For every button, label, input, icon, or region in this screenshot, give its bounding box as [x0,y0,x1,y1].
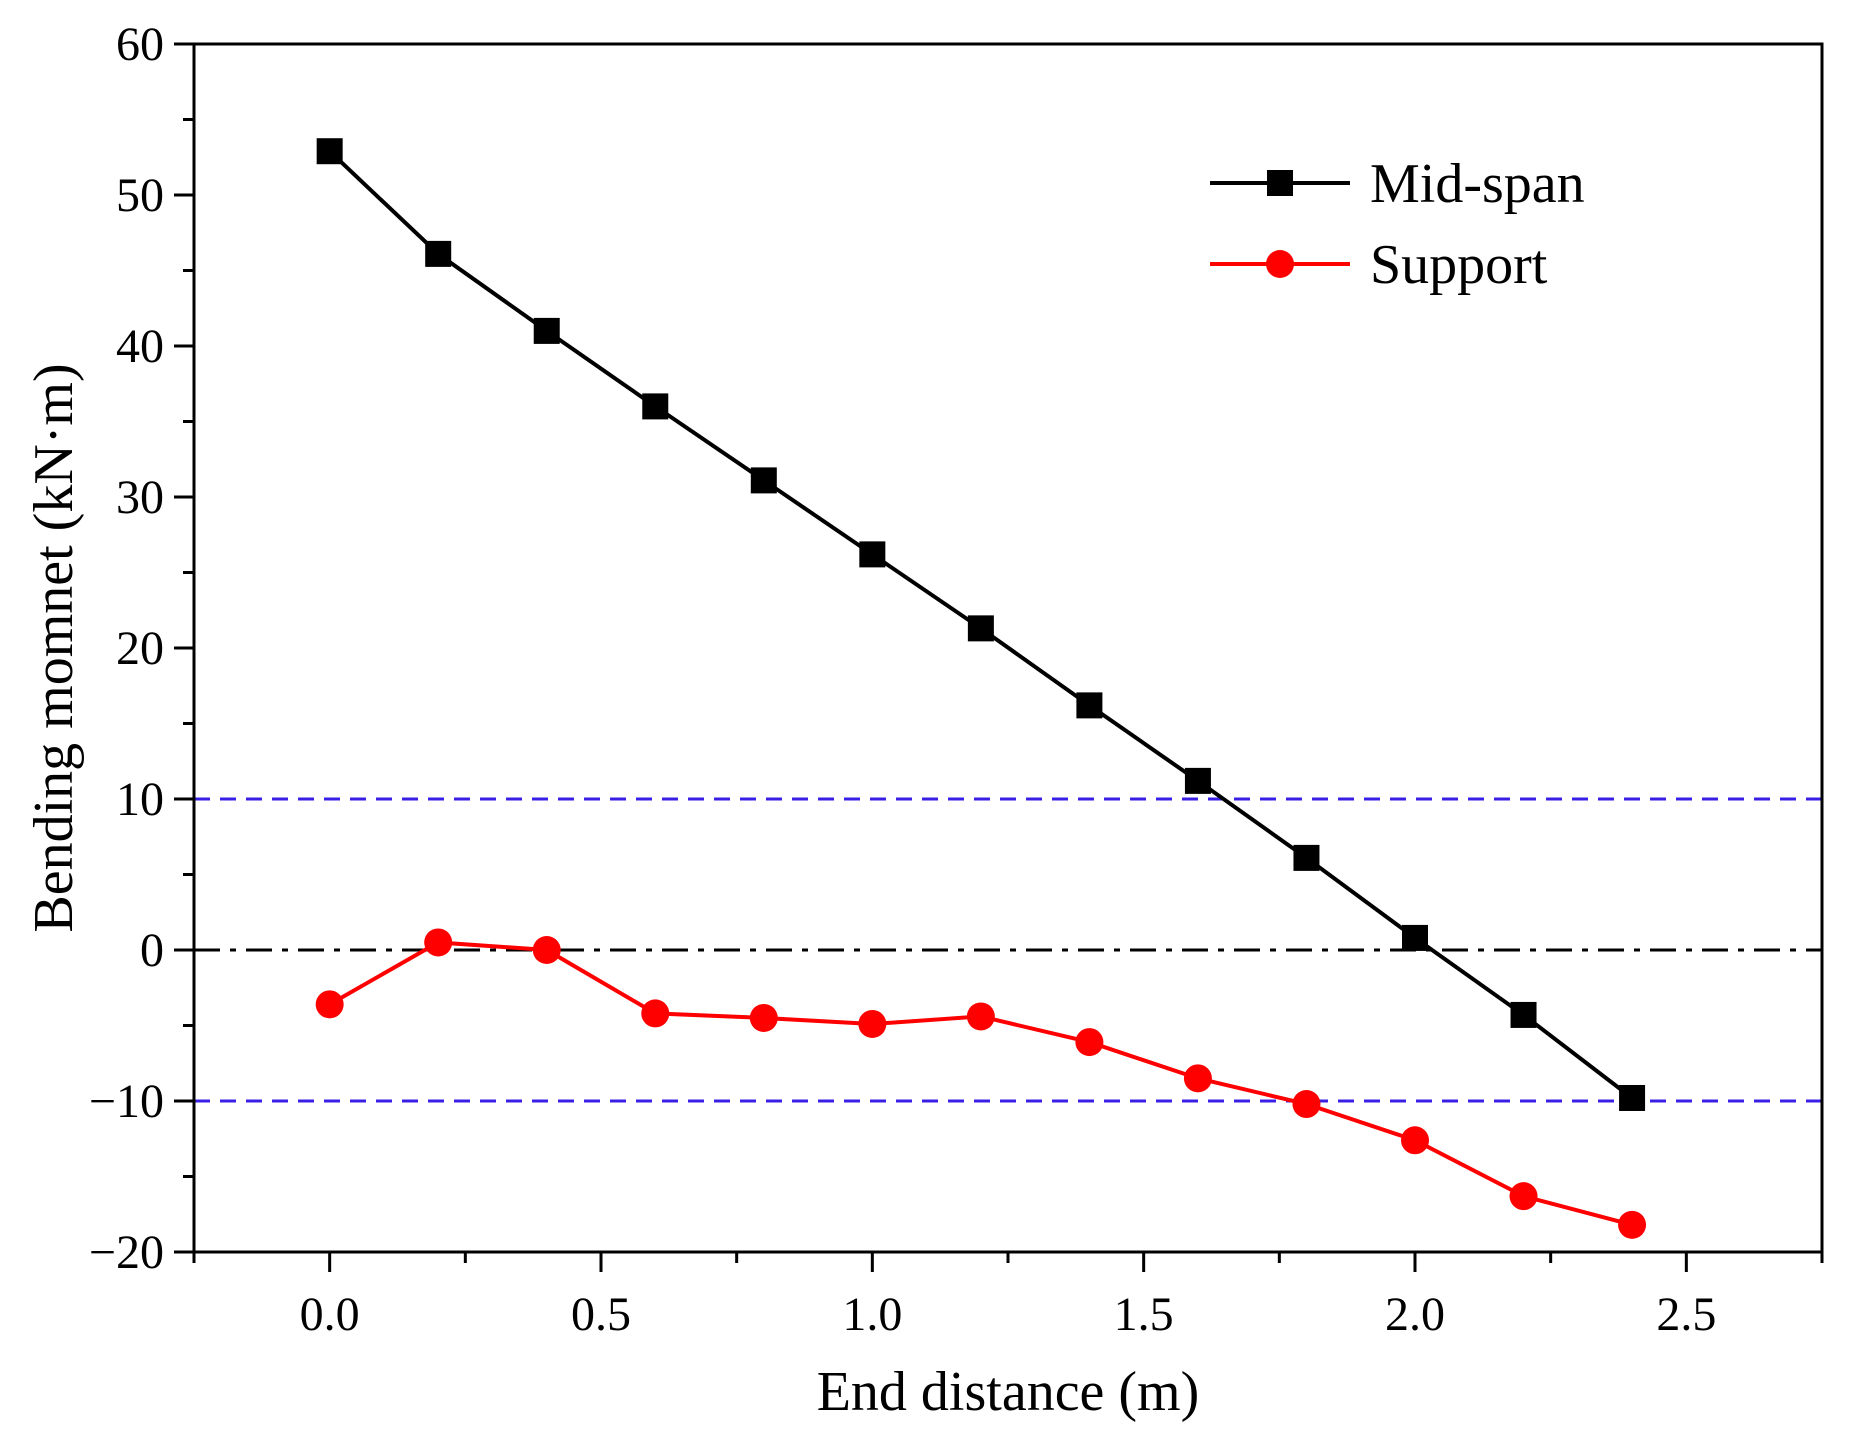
data-point-mid-span [316,138,343,165]
data-point-mid-span [967,615,994,642]
x-tick-label: 2.0 [1385,1288,1445,1341]
x-tick-label: 0.0 [300,1288,360,1341]
data-point-mid-span [750,467,777,494]
legend-marker-mid-span [1267,170,1293,196]
reference-lines [194,797,1822,1103]
data-point-mid-span [425,240,452,267]
y-tick-label: 50 [116,169,164,222]
data-point-support [1183,1064,1212,1093]
series-layer [315,138,1647,1239]
data-point-mid-span [1293,844,1320,871]
data-point-support [641,999,670,1028]
series-support [315,928,1647,1239]
data-point-support [532,936,561,964]
legend-marker-support [1266,250,1294,278]
y-axis-title: Bending momnet (kN·m) [23,363,85,932]
x-axis-title: End distance (m) [817,1361,1200,1423]
data-point-support [858,1009,887,1038]
data-point-mid-span [859,541,886,568]
data-point-mid-span [1184,767,1211,794]
data-point-mid-span [1076,692,1103,719]
data-point-mid-span [533,317,560,344]
x-axis: 0.0 0.5 1.0 1.5 2.0 2.5 [192,1252,1824,1341]
data-point-support [1618,1210,1647,1239]
data-point-support [1509,1182,1538,1211]
data-point-support [315,990,344,1019]
y-tick-label: 40 [116,320,164,373]
series-mid-span [316,138,1646,1111]
data-point-support [1401,1126,1429,1155]
legend-label-support: Support [1370,234,1548,296]
data-point-mid-span [1402,924,1428,951]
y-tick-label: 30 [116,471,164,524]
data-point-mid-span [1510,1001,1537,1028]
x-tick-label: 2.5 [1656,1288,1716,1341]
data-point-support [749,1003,778,1032]
y-axis: −20 −10 0 10 20 30 40 50 60 [89,18,194,1279]
legend: Mid-span Support [1210,153,1585,296]
x-tick-label: 1.0 [842,1288,902,1341]
x-tick-label: 0.5 [571,1288,631,1341]
y-tick-label: 20 [116,622,164,675]
legend-label-mid-span: Mid-span [1370,153,1585,215]
data-point-mid-span [1619,1084,1646,1111]
y-tick-label: 0 [140,924,164,977]
data-point-support [1075,1028,1104,1057]
y-tick-label: 10 [116,773,164,826]
y-tick-label: −20 [89,1226,164,1279]
data-point-support [966,1002,995,1031]
y-tick-label: 60 [116,18,164,71]
y-tick-label: −10 [89,1075,164,1128]
data-point-support [424,928,453,957]
data-point-mid-span [642,393,669,420]
x-tick-label: 1.5 [1114,1288,1174,1341]
data-point-support [1292,1090,1321,1119]
